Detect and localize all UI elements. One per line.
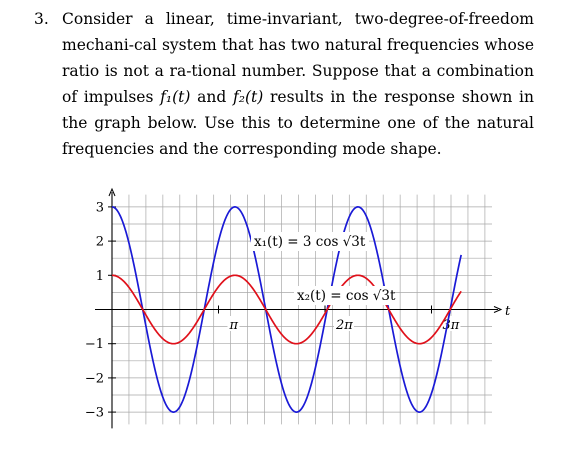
series-label-bg-2	[294, 286, 394, 305]
y-axis-arrow	[108, 187, 116, 197]
labels: x₁(t) = 3 cos √3t x₂(t) = cos √3t	[251, 232, 396, 305]
x-tick-label-bg	[227, 316, 240, 331]
x-tick-label-bg	[334, 316, 355, 331]
problem-text: Consider a linear, time-invariant, two-d…	[62, 6, 534, 162]
problem-text-part-3: results in the response shown in the gra…	[62, 88, 535, 158]
y-tick-label: −2	[85, 371, 104, 386]
x-tick-label: 2π	[335, 318, 353, 333]
y-tick-label: 1	[96, 269, 104, 284]
f2-symbol: f₂(t)	[233, 88, 264, 106]
y-tick-label: −3	[85, 406, 104, 421]
series-line-2	[111, 274, 462, 345]
problem-text-part-2: and	[190, 88, 234, 106]
x-tick-label: π	[228, 318, 238, 333]
series-label-2: x₂(t) = cos √3t	[297, 288, 396, 304]
curves	[111, 206, 462, 413]
y-tick-label: 2	[96, 235, 104, 250]
problem-text-part-1: Consider a linear, time-invariant, two-d…	[62, 10, 534, 106]
x-axis-label: t	[505, 304, 511, 319]
problem-number: 3.	[34, 10, 49, 28]
x-tick-label: 3π	[443, 318, 460, 333]
problem-statement: 3. Consider a linear, time-invariant, tw…	[34, 6, 534, 162]
series-label-bg-1	[251, 232, 369, 251]
series-label-1: x₁(t) = 3 cos √3t	[254, 234, 366, 250]
x-tick-label-bg	[440, 316, 461, 331]
y-tick-label: −1	[85, 337, 104, 352]
f1-symbol: f₁(t)	[160, 88, 191, 106]
x-axis-arrow	[493, 306, 503, 313]
series-line-1	[111, 206, 462, 413]
y-tick-label: 3	[96, 200, 104, 215]
axes	[95, 187, 503, 429]
